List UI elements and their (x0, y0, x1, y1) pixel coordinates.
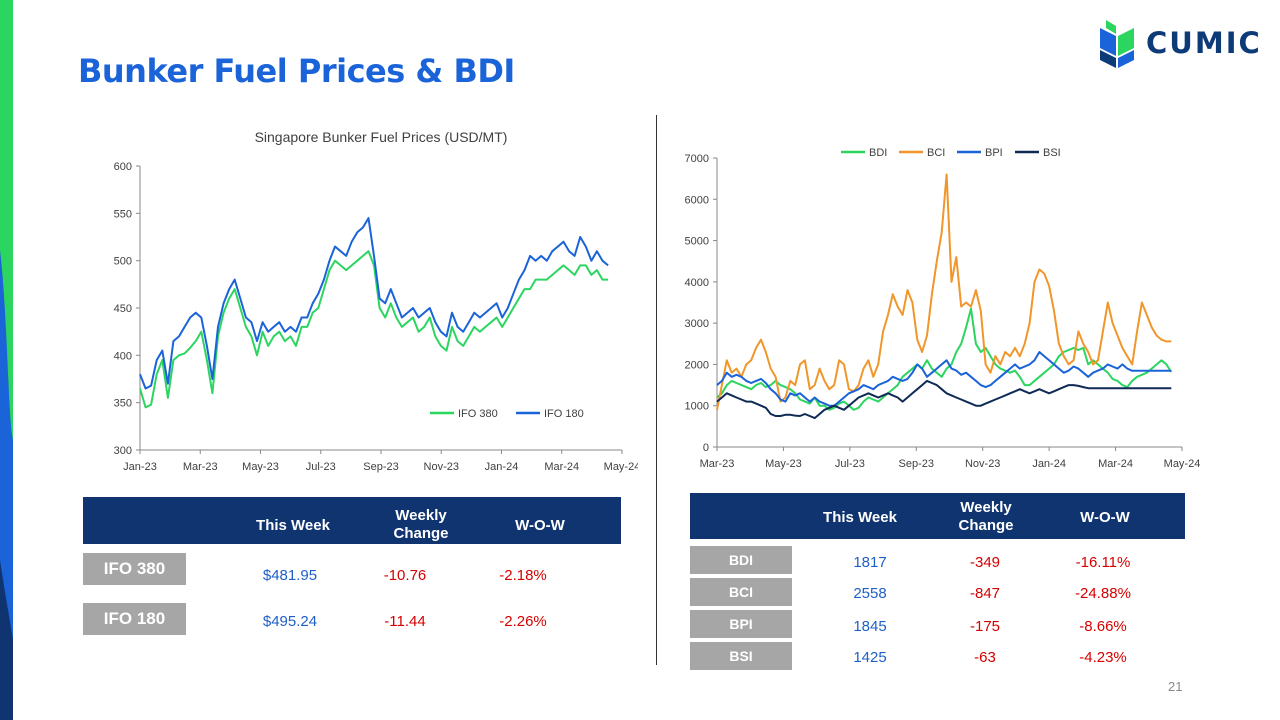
fuel-header-this-week: This Week (256, 517, 330, 534)
y-tick-label: 7000 (685, 153, 709, 165)
index-this-week: 1845 (853, 618, 887, 635)
legend-label: BDI (869, 147, 887, 159)
y-tick-label: 0 (703, 442, 709, 454)
page-number: 21 (1168, 679, 1183, 694)
legend-label: IFO 180 (544, 408, 584, 420)
y-tick-label: 600 (114, 161, 132, 173)
x-tick-label: Sep-23 (899, 458, 934, 470)
bunker-fuel-chart-svg: Singapore Bunker Fuel Prices (USD/MT) 300… (114, 129, 641, 473)
accent-bar (0, 0, 13, 720)
index-this-week: 1817 (853, 554, 887, 571)
y-tick-label: 5000 (685, 236, 709, 248)
x-tick-label: Nov-23 (424, 461, 459, 473)
x-tick-label: Jan-24 (1032, 458, 1066, 470)
x-tick-label: Jan-23 (123, 461, 157, 473)
x-tick-label: Nov-23 (965, 458, 1000, 470)
y-tick-label: 300 (114, 445, 132, 457)
x-tick-label: Jan-24 (485, 461, 519, 473)
index-weekly-change: -175 (969, 618, 1001, 635)
x-tick-label: May-23 (242, 461, 279, 473)
index-wow: -8.66% (1079, 618, 1127, 635)
x-tick-label: Sep-23 (363, 461, 398, 473)
fuel-this-week: $495.24 (262, 613, 318, 630)
y-tick-label: 550 (114, 208, 132, 220)
index-wow: -16.11% (1075, 554, 1131, 571)
legend-label: BCI (927, 147, 945, 159)
index-header-wow: W-O-W (1080, 509, 1130, 526)
y-tick-label: 2000 (685, 359, 709, 371)
y-tick-label: 400 (114, 350, 132, 362)
index-row-label: BCI (690, 578, 792, 606)
legend-label: IFO 380 (458, 408, 498, 420)
company-logo: CUMIC (1096, 18, 1260, 70)
index-this-week: 2558 (853, 585, 887, 602)
x-tick-label: Jul-23 (835, 458, 865, 470)
series-line-bpi (716, 351, 1172, 407)
fuel-row-label: IFO 380 (83, 553, 186, 585)
index-weekly-change: -63 (974, 649, 996, 666)
index-weekly-change: -847 (969, 585, 1001, 602)
chart-title: Singapore Bunker Fuel Prices (USD/MT) (255, 129, 508, 145)
fuel-header-wow: W-O-W (515, 517, 565, 534)
x-tick-label: May-24 (604, 461, 638, 473)
freight-index-chart-svg: 0 1000 2000 3000 4000 5000 6000 7000 Mar-23 May-2… (685, 147, 1201, 470)
index-weekly-change: -349 (969, 554, 1001, 571)
legend-label: BSI (1043, 147, 1061, 159)
fuel-header-weekly-change: Weekly Change (393, 507, 449, 542)
logo-mark-icon (1100, 20, 1134, 68)
fuel-wow: -2.26% (499, 613, 547, 630)
y-tick-label: 3000 (685, 318, 709, 330)
y-tick-label: 6000 (685, 194, 709, 206)
fuel-weekly-change: -10.76 (383, 567, 427, 584)
bunker-fuel-chart: Singapore Bunker Fuel Prices (USD/MT) 300… (78, 118, 641, 488)
y-tick-label: 500 (114, 256, 132, 268)
y-tick-label: 4000 (685, 277, 709, 289)
x-tick-label: Jul-23 (306, 461, 336, 473)
index-table-header: This Week Weekly Change W-O-W (690, 493, 1185, 539)
legend-label: BPI (985, 147, 1003, 159)
index-wow: -24.88% (1075, 585, 1131, 602)
series-line-ifo-180 (139, 217, 609, 390)
fuel-table-header: This Week Weekly Change W-O-W (83, 497, 621, 544)
fuel-weekly-change: -11.44 (384, 613, 426, 630)
fuel-row-label: IFO 180 (83, 603, 186, 635)
logo-text: CUMIC (1146, 26, 1262, 60)
fuel-wow: -2.18% (499, 567, 547, 584)
page-title: Bunker Fuel Prices & BDI (78, 52, 515, 90)
x-tick-label: Mar-24 (544, 461, 579, 473)
x-tick-label: Mar-23 (183, 461, 218, 473)
index-row-label: BDI (690, 546, 792, 574)
x-tick-label: Mar-23 (700, 458, 735, 470)
y-tick-label: 350 (114, 398, 132, 410)
y-tick-label: 450 (114, 303, 132, 315)
index-header-weekly-change: Weekly Change (958, 499, 1014, 534)
index-this-week: 1425 (853, 649, 887, 666)
x-tick-label: May-24 (1164, 458, 1201, 470)
series-line-ifo-380 (139, 250, 609, 409)
series-line-bsi (716, 379, 1172, 420)
x-tick-label: May-23 (765, 458, 802, 470)
index-header-this-week: This Week (823, 509, 897, 526)
vertical-divider (656, 115, 657, 665)
freight-index-chart: 0 1000 2000 3000 4000 5000 6000 7000 Mar-23 May-2… (664, 134, 1204, 484)
fuel-this-week: $481.95 (262, 567, 318, 584)
series-line-bdi (716, 307, 1173, 411)
series-line-bci (716, 173, 1172, 410)
x-tick-label: Mar-24 (1098, 458, 1133, 470)
y-tick-label: 1000 (685, 401, 709, 413)
index-row-label: BSI (690, 642, 792, 670)
index-row-label: BPI (690, 610, 792, 638)
index-wow: -4.23% (1079, 649, 1127, 666)
